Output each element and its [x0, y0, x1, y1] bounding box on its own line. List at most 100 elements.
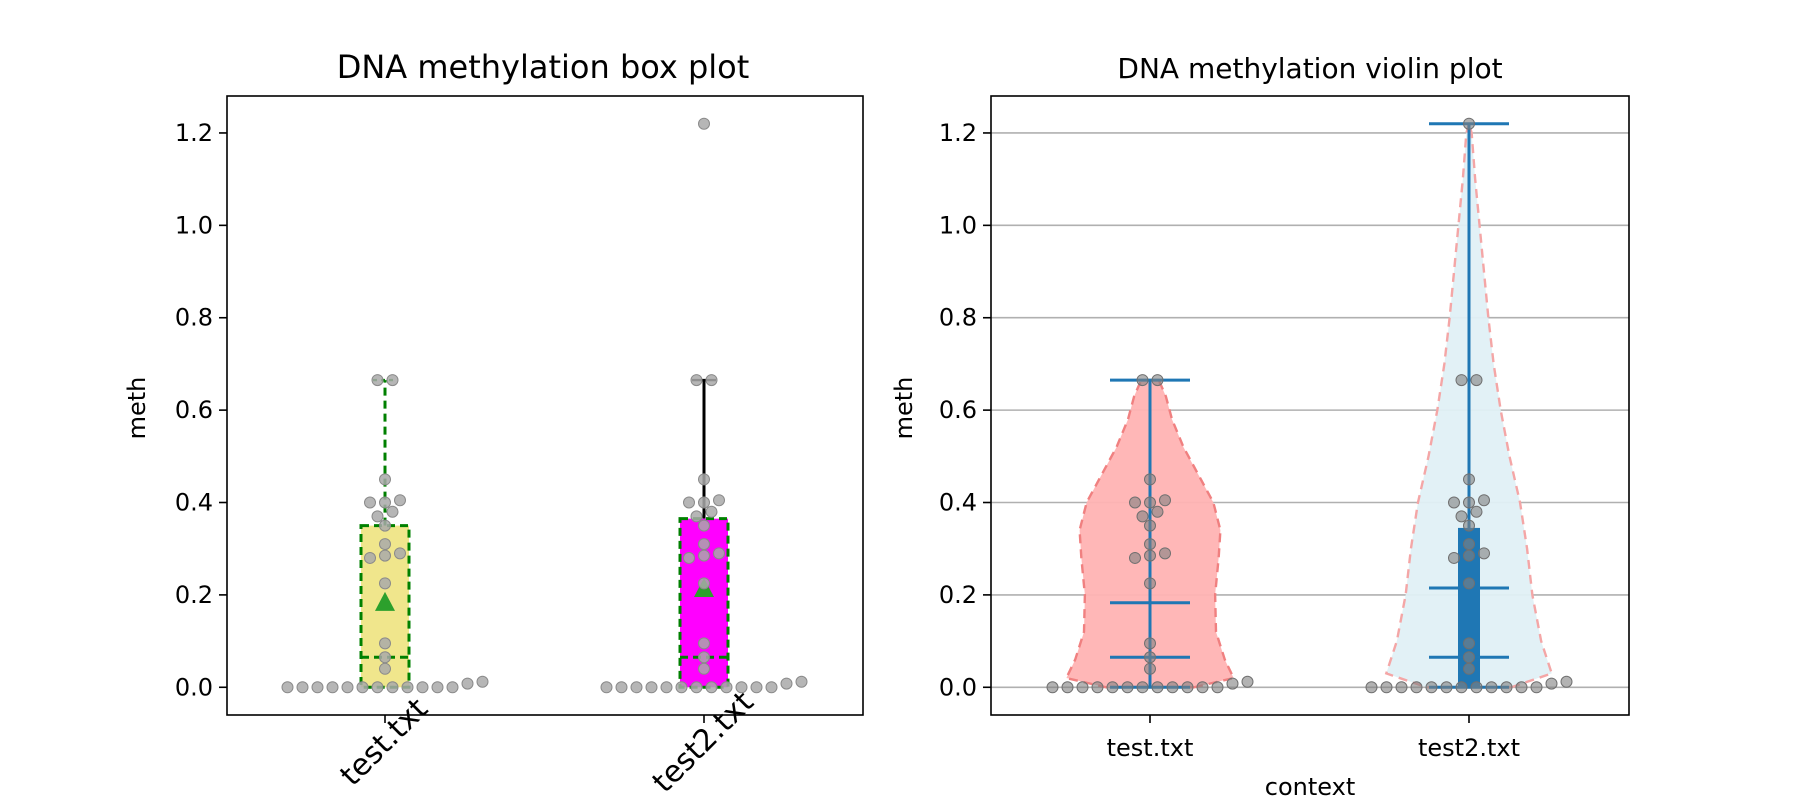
mean-marker [375, 591, 395, 611]
data-point [1463, 577, 1475, 590]
data-point [1091, 681, 1104, 694]
data-point [795, 675, 808, 688]
data-point [394, 547, 406, 560]
data-point [1485, 681, 1498, 694]
data-point [364, 496, 376, 509]
x-tick-label: test.txt [1107, 734, 1194, 762]
data-point [386, 681, 399, 694]
data-point [1463, 651, 1475, 664]
data-point [1196, 681, 1209, 694]
y-tick-label: 0.6 [175, 396, 213, 424]
data-point [1046, 681, 1059, 694]
data-point [1144, 538, 1156, 551]
data-point [683, 496, 695, 509]
data-point [1448, 496, 1460, 509]
data-point [1241, 675, 1254, 688]
y-tick-label: 0.8 [939, 304, 977, 332]
data-point [386, 374, 399, 387]
data-point [683, 551, 695, 564]
data-point [1121, 681, 1134, 694]
data-point [394, 494, 406, 507]
y-tick-label: 1.2 [175, 119, 213, 147]
data-point [1463, 473, 1475, 486]
data-point [1463, 662, 1475, 675]
data-point [371, 681, 384, 694]
data-point [1106, 681, 1119, 694]
data-point [750, 681, 763, 694]
data-point [1448, 551, 1460, 564]
data-point [660, 681, 673, 694]
y-tick-label: 0.0 [175, 673, 213, 701]
data-point [698, 117, 710, 130]
data-point [1076, 681, 1089, 694]
data-point [1560, 675, 1573, 688]
data-point [379, 519, 391, 532]
data-point [630, 681, 643, 694]
data-point [1151, 681, 1164, 694]
data-point [1470, 374, 1483, 387]
data-point [386, 505, 399, 518]
y-tick-label: 1.0 [939, 211, 977, 239]
data-point [379, 473, 391, 486]
data-point [446, 681, 459, 694]
data-point [1136, 374, 1149, 387]
data-point [1463, 496, 1475, 509]
violin-plot-frame [990, 95, 1630, 716]
data-point [1144, 637, 1156, 650]
data-point [1380, 681, 1393, 694]
data-point [379, 637, 391, 650]
data-point [1129, 551, 1141, 564]
data-point [675, 681, 688, 694]
data-point [1166, 681, 1179, 694]
data-point [690, 374, 703, 387]
data-point [1545, 677, 1558, 690]
data-point [1144, 496, 1156, 509]
data-point [713, 547, 725, 560]
data-point [1226, 677, 1239, 690]
data-point [1395, 681, 1408, 694]
data-point [1530, 681, 1543, 694]
y-tick-label: 1.2 [939, 119, 977, 147]
violin-plot-title: DNA methylation violin plot [1117, 52, 1502, 85]
data-point [1440, 681, 1453, 694]
data-point [1463, 538, 1475, 551]
data-point [615, 681, 628, 694]
data-point [705, 505, 718, 518]
data-point [1151, 374, 1164, 387]
data-point [1061, 681, 1074, 694]
data-point [705, 681, 718, 694]
violin-plot-x-axis-label: context [1265, 773, 1355, 800]
data-point [296, 681, 309, 694]
data-point [1144, 549, 1156, 562]
y-tick-label: 0.2 [939, 581, 977, 609]
data-point [1136, 510, 1149, 523]
data-point [698, 549, 710, 562]
data-point [1478, 547, 1490, 560]
box-plot-frame [226, 95, 864, 716]
data-point [476, 675, 489, 688]
data-point [1410, 681, 1423, 694]
violin-plot-panel: DNA methylation violin plot meth context… [890, 52, 1630, 800]
data-point [698, 538, 710, 551]
x-tick-label: test2.txt [1418, 734, 1520, 762]
data-point [379, 549, 391, 562]
box-plot-title: DNA methylation box plot [337, 48, 750, 86]
data-point [698, 496, 710, 509]
data-point [1470, 505, 1483, 518]
data-point [379, 577, 391, 590]
data-point [1159, 547, 1171, 560]
data-point [698, 473, 710, 486]
y-tick-label: 1.0 [175, 211, 213, 239]
data-point [1129, 496, 1141, 509]
box-plot-panel: DNA methylation box plot meth 0.0 0.2 0.4 0… [123, 48, 864, 800]
data-point [311, 681, 324, 694]
data-point [379, 662, 391, 675]
y-tick-label: 0.4 [939, 489, 977, 517]
x-tick-label: test.txt [334, 691, 436, 793]
data-point [1463, 117, 1475, 130]
data-point [1159, 494, 1171, 507]
data-point [705, 374, 718, 387]
data-point [1455, 374, 1468, 387]
data-point [1365, 681, 1378, 694]
data-point [735, 681, 748, 694]
